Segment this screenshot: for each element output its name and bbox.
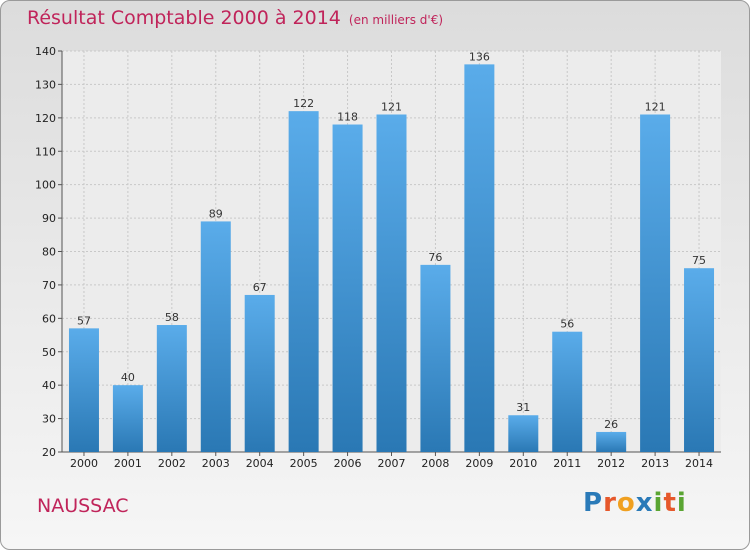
value-label: 58 (165, 311, 179, 324)
proxiti-logo: Proxiti (583, 488, 687, 518)
chart-title: Résultat Comptable 2000 à 2014 (en millie… (27, 7, 443, 29)
x-tick-label: 2011 (553, 457, 581, 470)
value-label: 56 (560, 318, 574, 331)
bar-2004 (244, 294, 275, 452)
bar-2006 (332, 124, 363, 453)
value-label: 76 (428, 251, 442, 264)
bar-2010 (508, 415, 539, 452)
x-tick-label: 2012 (597, 457, 625, 470)
y-tick-label: 140 (35, 45, 56, 58)
y-tick-label: 30 (42, 413, 56, 426)
bar-2009 (464, 64, 495, 452)
bar-2000 (68, 328, 99, 452)
y-tick-label: 60 (42, 312, 56, 325)
bar-2014 (684, 268, 715, 452)
y-tick-label: 80 (42, 246, 56, 259)
x-tick-label: 2005 (290, 457, 318, 470)
value-label: 118 (337, 111, 358, 124)
x-tick-label: 2007 (378, 457, 406, 470)
logo-letter: t (663, 488, 677, 518)
bar-2011 (552, 331, 583, 452)
bars (68, 64, 715, 453)
value-label: 89 (209, 207, 223, 220)
y-tick-label: 90 (42, 212, 56, 225)
bar-2007 (376, 114, 407, 452)
bar-2001 (112, 385, 143, 452)
x-tick-label: 2014 (685, 457, 713, 470)
value-label: 57 (77, 314, 91, 327)
bar-2005 (288, 111, 319, 453)
y-tick-label: 40 (42, 379, 56, 392)
x-tick-label: 2004 (246, 457, 274, 470)
value-label: 26 (604, 418, 618, 431)
x-tick-label: 2006 (334, 457, 362, 470)
commune-name: NAUSSAC (37, 495, 129, 517)
bar-2002 (156, 325, 187, 452)
y-tick-label: 110 (35, 145, 56, 158)
value-label: 121 (381, 100, 402, 113)
y-tick-label: 20 (42, 446, 56, 459)
value-label: 136 (469, 50, 490, 63)
chart-title-text: Résultat Comptable 2000 à 2014 (27, 7, 341, 29)
y-tick-label: 130 (35, 78, 56, 91)
y-tick-label: 70 (42, 279, 56, 292)
bar-2013 (640, 114, 671, 452)
y-tick-label: 100 (35, 179, 56, 192)
value-label: 121 (645, 100, 666, 113)
x-tick-label: 2013 (641, 457, 669, 470)
x-tick-label: 2008 (421, 457, 449, 470)
value-label: 31 (516, 401, 530, 414)
value-label: 122 (293, 97, 314, 110)
x-tick-label: 2009 (465, 457, 493, 470)
x-tick-label: 2000 (70, 457, 98, 470)
logo-letter: i (653, 488, 664, 518)
x-tick-label: 2003 (202, 457, 230, 470)
x-tick-label: 2010 (509, 457, 537, 470)
x-tick-label: 2001 (114, 457, 142, 470)
value-label: 75 (692, 254, 706, 267)
y-tick-label: 120 (35, 112, 56, 125)
labels: 57 40 58 89 67 122 118 121 76 136 31 56 26 121 75 (77, 50, 706, 431)
bar-2003 (200, 221, 231, 452)
x-tick-label: 2002 (158, 457, 186, 470)
chart-subtitle: (en milliers d'€) (348, 13, 444, 27)
bar-2012 (596, 431, 627, 452)
logo-letter: o (616, 488, 636, 518)
value-label: 67 (253, 281, 267, 294)
bar-2008 (420, 264, 451, 452)
y-tick-label: 50 (42, 346, 56, 359)
logo-letter: r (603, 488, 617, 518)
logo-letter: i (676, 488, 687, 518)
value-label: 40 (121, 371, 135, 384)
logo-letter: x (635, 488, 654, 518)
logo-letter: P (583, 488, 604, 518)
